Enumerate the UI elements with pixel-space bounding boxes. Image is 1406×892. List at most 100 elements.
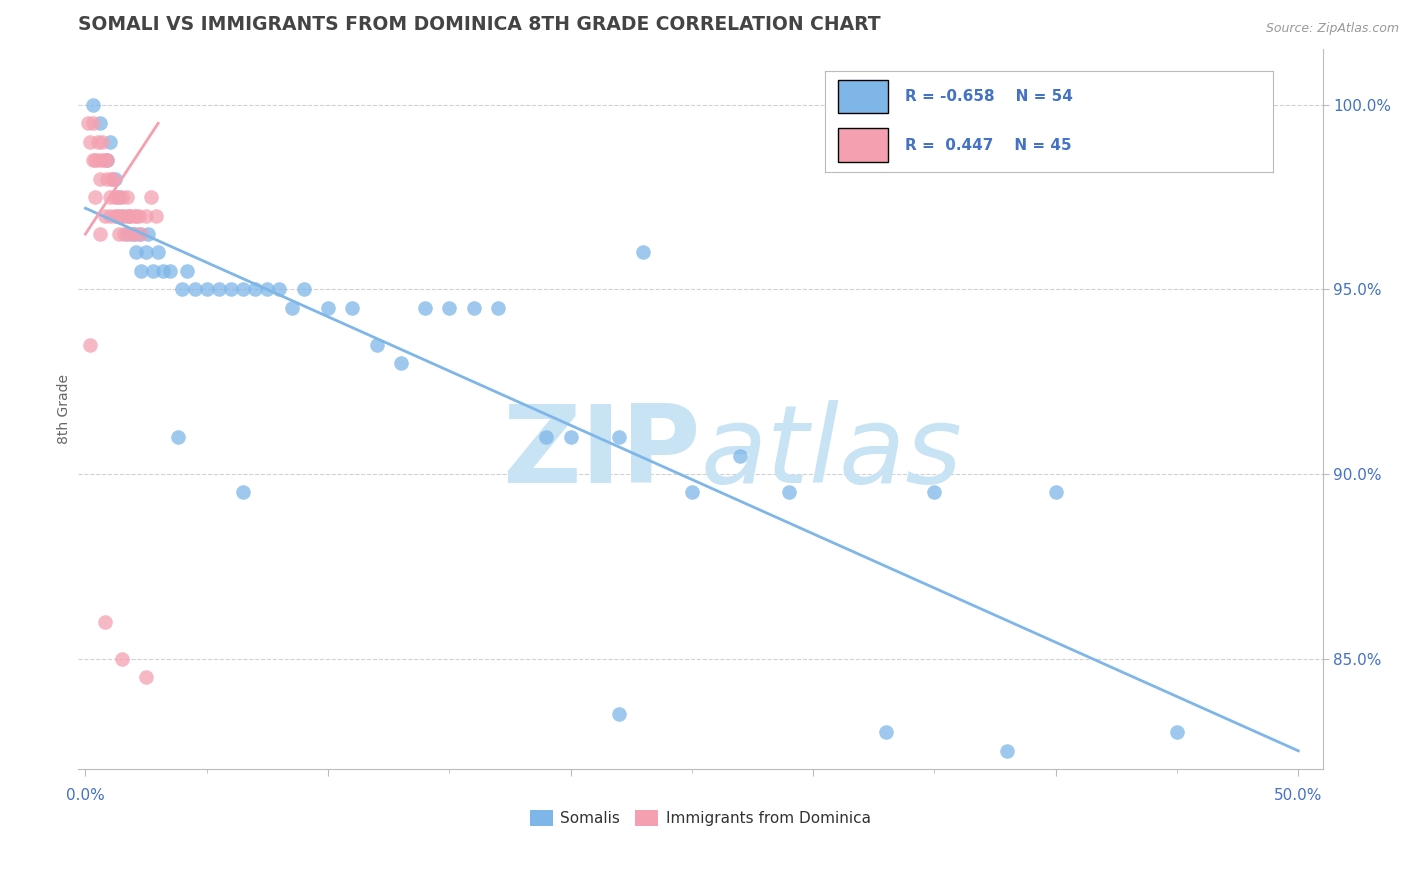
Text: ZIP: ZIP bbox=[502, 400, 700, 506]
Point bbox=[105, 209, 128, 223]
Point bbox=[135, 209, 157, 223]
Legend: Somalis, Immigrants from Dominica: Somalis, Immigrants from Dominica bbox=[530, 811, 870, 827]
Point bbox=[89, 171, 111, 186]
Point bbox=[208, 282, 231, 296]
Point bbox=[103, 171, 125, 186]
Point bbox=[98, 135, 121, 149]
Point bbox=[91, 135, 114, 149]
Point bbox=[195, 282, 218, 296]
Point bbox=[86, 153, 108, 168]
Point bbox=[94, 615, 117, 629]
Point bbox=[118, 209, 141, 223]
Point bbox=[108, 209, 131, 223]
Point bbox=[125, 209, 148, 223]
Point bbox=[111, 209, 134, 223]
Point bbox=[76, 116, 98, 130]
Point bbox=[730, 449, 752, 463]
Point bbox=[172, 282, 194, 296]
Point bbox=[89, 116, 111, 130]
Point bbox=[103, 190, 125, 204]
Point bbox=[1166, 725, 1188, 739]
Point bbox=[681, 485, 703, 500]
Point bbox=[148, 245, 170, 260]
Point bbox=[118, 209, 141, 223]
Point bbox=[111, 190, 134, 204]
Point bbox=[280, 301, 302, 315]
Point bbox=[607, 706, 630, 721]
Point bbox=[82, 116, 104, 130]
Point bbox=[86, 135, 108, 149]
Point bbox=[536, 430, 558, 444]
Point bbox=[245, 282, 267, 296]
Point bbox=[84, 190, 107, 204]
Point bbox=[105, 190, 128, 204]
Point bbox=[152, 264, 174, 278]
Point bbox=[128, 209, 150, 223]
Point bbox=[129, 264, 152, 278]
Point bbox=[98, 190, 121, 204]
Point bbox=[138, 227, 160, 241]
Point bbox=[115, 190, 138, 204]
Point bbox=[366, 338, 388, 352]
Point bbox=[79, 338, 101, 352]
Text: Source: ZipAtlas.com: Source: ZipAtlas.com bbox=[1265, 22, 1399, 36]
Point bbox=[79, 135, 101, 149]
Point bbox=[413, 301, 436, 315]
Point bbox=[633, 245, 655, 260]
Point bbox=[560, 430, 582, 444]
Point bbox=[94, 209, 117, 223]
Point bbox=[103, 209, 125, 223]
Point bbox=[121, 227, 143, 241]
Point bbox=[219, 282, 242, 296]
Point bbox=[98, 209, 121, 223]
Point bbox=[176, 264, 198, 278]
Text: atlas: atlas bbox=[700, 401, 962, 505]
Point bbox=[129, 227, 152, 241]
Point bbox=[256, 282, 278, 296]
Point bbox=[607, 430, 630, 444]
Point bbox=[115, 227, 138, 241]
Point bbox=[96, 171, 118, 186]
Point bbox=[91, 153, 114, 168]
Point bbox=[82, 153, 104, 168]
Point bbox=[183, 282, 205, 296]
Point bbox=[135, 245, 157, 260]
Point bbox=[122, 209, 145, 223]
Point bbox=[924, 485, 946, 500]
Point bbox=[112, 209, 135, 223]
Point bbox=[118, 209, 141, 223]
Point bbox=[232, 485, 254, 500]
Point bbox=[128, 227, 150, 241]
Point bbox=[159, 264, 181, 278]
Point bbox=[89, 227, 111, 241]
Point bbox=[995, 744, 1018, 758]
Point bbox=[342, 301, 364, 315]
Point bbox=[142, 264, 165, 278]
Point bbox=[486, 301, 509, 315]
Point bbox=[778, 485, 800, 500]
Point bbox=[875, 725, 897, 739]
Y-axis label: 8th Grade: 8th Grade bbox=[58, 375, 72, 444]
Point bbox=[125, 245, 148, 260]
Point bbox=[166, 430, 188, 444]
Point bbox=[463, 301, 485, 315]
Point bbox=[94, 153, 117, 168]
Text: 50.0%: 50.0% bbox=[1274, 788, 1323, 803]
Point bbox=[96, 153, 118, 168]
Text: 0.0%: 0.0% bbox=[66, 788, 105, 803]
Point bbox=[292, 282, 315, 296]
Point bbox=[122, 227, 145, 241]
Point bbox=[108, 190, 131, 204]
Point bbox=[101, 171, 124, 186]
Point bbox=[232, 282, 254, 296]
Point bbox=[1045, 485, 1067, 500]
Point bbox=[135, 670, 157, 684]
Point bbox=[389, 356, 412, 370]
Point bbox=[84, 153, 107, 168]
Point bbox=[316, 301, 339, 315]
Point bbox=[145, 209, 167, 223]
Point bbox=[111, 651, 134, 665]
Point bbox=[439, 301, 461, 315]
Text: SOMALI VS IMMIGRANTS FROM DOMINICA 8TH GRADE CORRELATION CHART: SOMALI VS IMMIGRANTS FROM DOMINICA 8TH G… bbox=[79, 15, 880, 34]
Point bbox=[112, 227, 135, 241]
